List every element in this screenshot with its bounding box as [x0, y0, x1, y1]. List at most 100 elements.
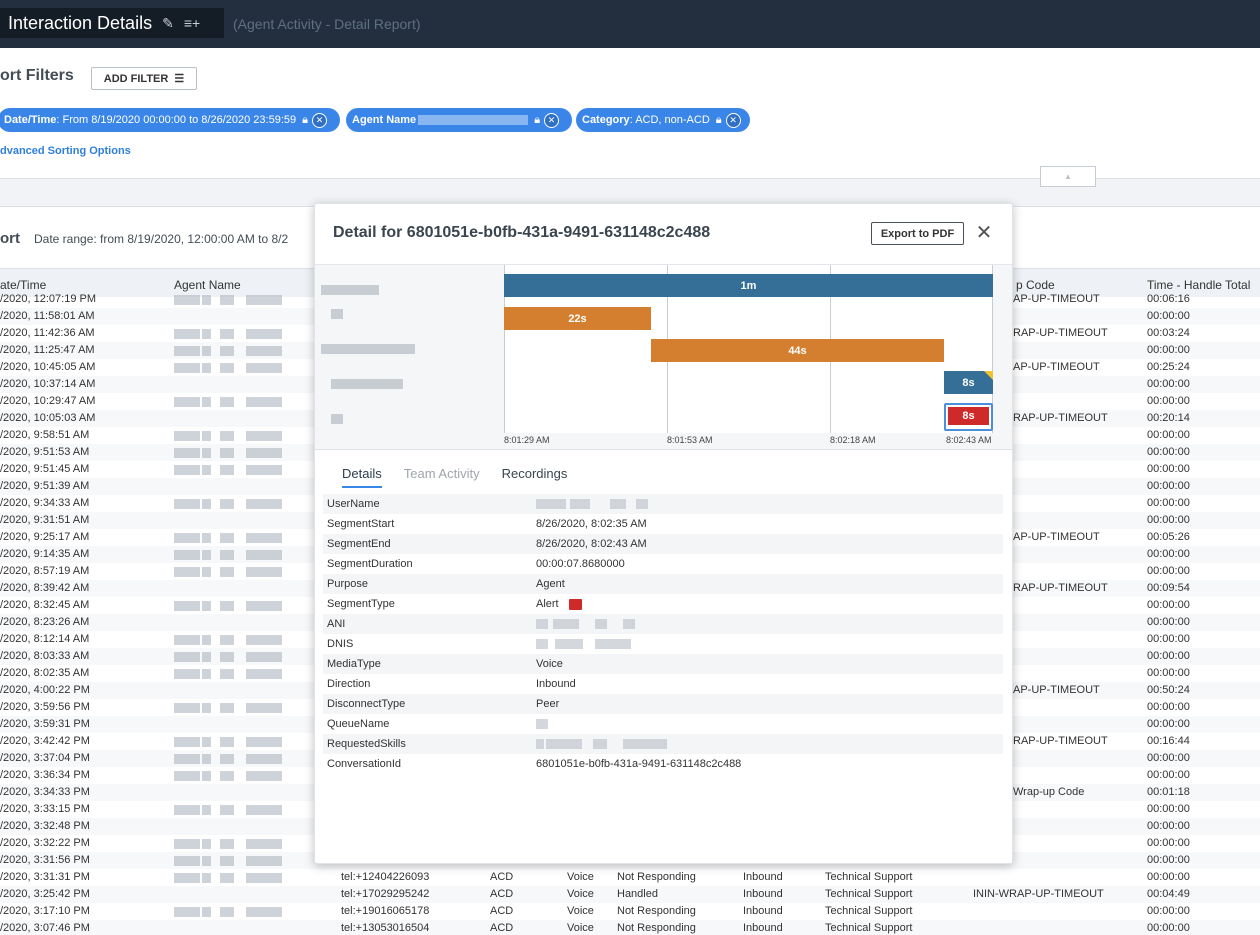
table-row[interactable]: /2020, 10:29:47 AM 00:00:00: [0, 393, 1260, 410]
cell-datetime: /2020, 8:32:45 AM: [0, 599, 90, 611]
redacted-value: [536, 639, 548, 649]
detail-row: SegmentType Alert: [323, 594, 1003, 614]
table-row[interactable]: /2020, 3:36:34 PM 00:00:00: [0, 767, 1260, 784]
redacted-agent-name: [202, 635, 211, 645]
redacted-agent-name: [202, 839, 211, 849]
tab-details[interactable]: Details: [342, 466, 382, 488]
timeline-segment-interact[interactable]: 8s: [944, 371, 993, 394]
cell-datetime: /2020, 3:32:48 PM: [0, 820, 90, 832]
redacted-agent-name: [246, 601, 282, 611]
redacted-agent-name: [246, 346, 282, 356]
timeline-tick-label: 8:02:18 AM: [830, 435, 876, 445]
redacted-agent-name: [246, 737, 282, 747]
table-row[interactable]: /2020, 8:02:35 AM 00:00:00: [0, 665, 1260, 682]
column-header-wrapup-code[interactable]: p Code: [1016, 278, 1055, 292]
column-header-handle-total[interactable]: Time - Handle Total: [1147, 278, 1251, 292]
table-row[interactable]: /2020, 3:07:46 PM tel:+13053016504 ACD Voic…: [0, 920, 1260, 935]
cell-handle-total: 00:00:00: [1147, 463, 1190, 475]
close-icon[interactable]: ✕: [975, 221, 993, 244]
table-row[interactable]: /2020, 9:51:45 AM 00:00:00: [0, 461, 1260, 478]
table-row[interactable]: /2020, 9:25:17 AM AP-UP-TIMEOUT 00:05:26: [0, 529, 1260, 546]
table-row[interactable]: /2020, 8:12:14 AM 00:00:00: [0, 631, 1260, 648]
table-row[interactable]: /2020, 3:25:42 PM tel:+17029295242 ACD Voic…: [0, 886, 1260, 903]
lock-icon[interactable]: 🔒︎: [715, 113, 722, 126]
tab-recordings[interactable]: Recordings: [501, 466, 568, 481]
redacted-agent-name: [220, 703, 234, 713]
lock-icon[interactable]: 🔒︎: [302, 113, 308, 126]
column-header-agent-name[interactable]: Agent Name: [174, 278, 241, 292]
redacted-agent-name: [220, 907, 234, 917]
cell-handle-total: 00:00:00: [1147, 837, 1190, 849]
table-row[interactable]: /2020, 3:33:15 PM 00:00:00: [0, 801, 1260, 818]
cell-handle-total: 00:00:00: [1147, 718, 1190, 730]
cell-wrapup-code: AP-UP-TIMEOUT: [1013, 361, 1100, 373]
redacted-agent-name: [220, 635, 234, 645]
timeline-segment-alert[interactable]: 8s: [948, 407, 989, 425]
cell-datetime: /2020, 3:59:31 PM: [0, 718, 90, 730]
cell-handle-total: 00:00:00: [1147, 497, 1190, 509]
add-filter-button[interactable]: ADD FILTER ☰: [91, 67, 197, 90]
table-row[interactable]: /2020, 9:34:33 AM 00:00:00: [0, 495, 1260, 512]
table-row[interactable]: /2020, 12:07:19 PM AP-UP-TIMEOUT 00:06:16: [0, 291, 1260, 308]
table-row[interactable]: /2020, 10:45:05 AM AP-UP-TIMEOUT 00:25:24: [0, 359, 1260, 376]
table-row[interactable]: /2020, 3:42:42 PM RAP-UP-TIMEOUT 00:16:44: [0, 733, 1260, 750]
add-filter-label: ADD FILTER: [103, 72, 169, 85]
timeline-segment-hold[interactable]: 44s: [651, 339, 944, 362]
remove-chip-icon[interactable]: ✕: [544, 112, 560, 128]
cell-handle-total: 00:00:00: [1147, 344, 1190, 356]
redacted-agent-name: [220, 754, 234, 764]
cell-datetime: /2020, 9:51:45 AM: [0, 463, 90, 475]
filter-chip-agent-name[interactable]: Agent Name 🔒︎ ✕: [346, 108, 572, 132]
redacted-agent-name: [220, 737, 234, 747]
detail-row: Direction Inbound: [323, 674, 1003, 694]
column-header-datetime[interactable]: ate/Time: [0, 278, 47, 292]
table-row[interactable]: /2020, 3:32:22 PM 00:00:00: [0, 835, 1260, 852]
table-row[interactable]: /2020, 8:32:45 AM 00:00:00: [0, 597, 1260, 614]
table-row[interactable]: /2020, 3:17:10 PM tel:+19016065178 ACD Voic…: [0, 903, 1260, 920]
redacted-agent-name: [202, 363, 211, 373]
cell-handle-total: 00:00:00: [1147, 769, 1190, 781]
collapse-filters-button[interactable]: ▲: [1040, 166, 1096, 187]
redacted-agent-name: [174, 737, 200, 747]
tab-team-activity[interactable]: Team Activity: [403, 466, 480, 481]
filter-chip-category[interactable]: Category: ACD, non-ACD 🔒︎ ✕: [576, 108, 750, 132]
detail-row: ANI: [323, 614, 1003, 634]
redacted-value: [593, 739, 607, 749]
timeline-chart: 1m 22s 44s 8s 8s 8:01:29 AM 8:01:53 AM 8:02:18…: [315, 264, 1012, 450]
redacted-agent-name: [246, 329, 282, 339]
cell-wrapup-code: RAP-UP-TIMEOUT: [1013, 412, 1108, 424]
redacted-value: [536, 619, 548, 629]
table-row[interactable]: /2020, 11:42:36 AM RAP-UP-TIMEOUT 00:03:24: [0, 325, 1260, 342]
details-table: UserName SegmentStart 8/26/2020, 8:02:35 A…: [323, 494, 1003, 774]
selected-segment-outline: [944, 403, 993, 431]
redacted-agent-name: [220, 397, 234, 407]
advanced-sorting-link[interactable]: dvanced Sorting Options: [0, 145, 131, 157]
table-row[interactable]: /2020, 3:31:31 PM tel:+12404226093 ACD Voic…: [0, 869, 1260, 886]
playlist-add-icon[interactable]: ≡+: [183, 15, 201, 31]
table-row[interactable]: /2020, 9:58:51 AM 00:00:00: [0, 427, 1260, 444]
cell-handle-total: 00:00:00: [1147, 565, 1190, 577]
lock-icon[interactable]: 🔒︎: [534, 113, 541, 126]
detail-key: ANI: [327, 618, 346, 630]
timeline-segment-interact[interactable]: 1m: [504, 274, 993, 297]
detail-modal: Detail for 6801051e-b0fb-431a-9491-63114…: [314, 203, 1013, 864]
redacted-agent-name: [246, 805, 282, 815]
pencil-icon[interactable]: ✎: [162, 14, 174, 31]
cell-ani: tel:+19016065178: [341, 905, 430, 917]
filter-chip-datetime[interactable]: Date/Time: From 8/19/2020 00:00:00 to 8/…: [0, 108, 340, 132]
redacted-value: [555, 639, 583, 649]
table-row[interactable]: /2020, 8:57:19 AM 00:00:00: [0, 563, 1260, 580]
redacted-agent-name: [220, 873, 234, 883]
cell-handle-total: 00:00:00: [1147, 922, 1190, 934]
cell-handle-total: 00:00:00: [1147, 599, 1190, 611]
redacted-agent-name: [220, 499, 234, 509]
timeline-segment-hold[interactable]: 22s: [504, 307, 651, 330]
remove-chip-icon[interactable]: ✕: [725, 112, 741, 128]
table-row[interactable]: /2020, 3:59:56 PM 00:00:00: [0, 699, 1260, 716]
export-pdf-button[interactable]: Export to PDF: [871, 222, 964, 245]
redacted-agent-name: [202, 550, 211, 560]
redacted-agent-name: [246, 295, 282, 305]
cell-wrapup-code: ININ-WRAP-UP-TIMEOUT: [973, 888, 1104, 900]
redacted-agent-name: [246, 363, 282, 373]
remove-chip-icon[interactable]: ✕: [311, 112, 327, 128]
